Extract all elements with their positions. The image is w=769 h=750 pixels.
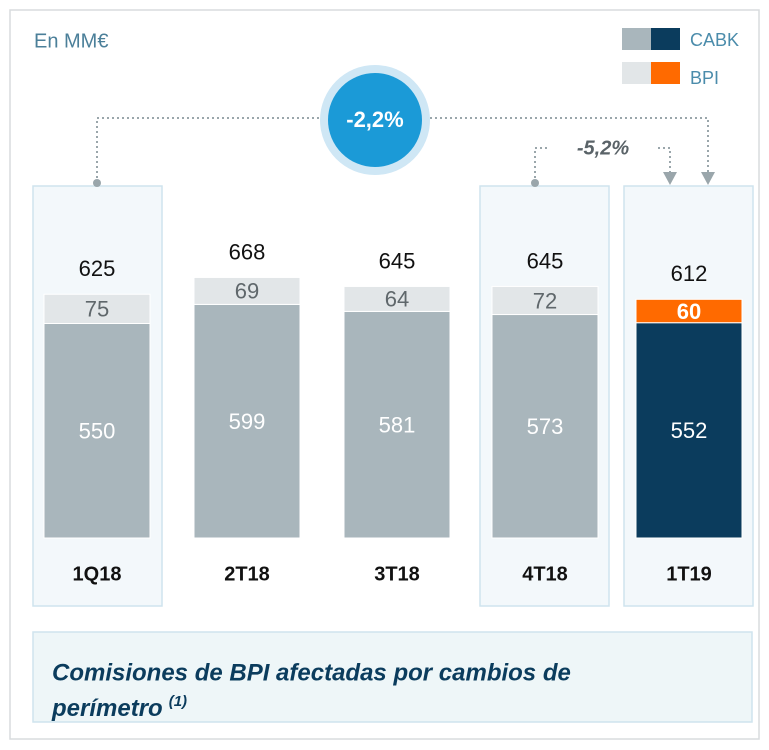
legend-swatch [622,28,651,50]
bar-segment [43,293,151,324]
legend-swatch [622,62,651,84]
value-label: 75 [85,297,109,322]
total-label: 645 [379,248,416,273]
value-label: 581 [379,413,416,438]
value-label: 72 [533,288,557,313]
value-label: 599 [229,409,266,434]
bar-segment [491,314,599,539]
bar-segment [635,322,743,539]
total-label: 645 [527,248,564,273]
footnote-box [32,631,753,723]
bar-segment [343,310,451,539]
value-label: 60 [677,299,701,324]
value-label: 573 [527,414,564,439]
value-label: 550 [79,419,116,444]
legend-swatch [651,62,680,84]
bar-segment [635,298,743,324]
x-tick-label: 2T18 [224,563,270,585]
value-label: 64 [385,287,409,312]
value-label: 69 [235,279,259,304]
footnote-ref: (1) [169,693,187,710]
x-tick-label: 4T18 [522,563,568,585]
unit-label: En MM€ [34,30,108,52]
legend-swatch [651,28,680,50]
legend-label: CABK [690,30,739,50]
connectors [96,117,709,183]
total-label: 612 [671,261,708,286]
footnote: Comisiones de BPI afectadas por cambios … [52,659,571,686]
annotation: -2,2% [346,107,403,132]
bar-segment [343,285,451,312]
total-label: 625 [79,256,116,281]
badge [328,73,422,167]
bar-segment [491,285,599,316]
total-label: 668 [229,239,266,264]
footnote-line: perímetro [51,695,163,722]
x-tick-label: 3T18 [374,563,420,585]
value-label: 552 [671,418,708,443]
x-tick-label: 1T19 [666,563,712,585]
annotation: -5,2% [577,137,629,159]
arrows [93,172,715,187]
legend-label: BPI [690,68,719,88]
bar-segment [193,276,301,305]
bar-segment [43,323,151,539]
bar-segment [193,303,301,539]
x-tick-label: 1Q18 [73,563,122,585]
footnote: perímetro (1) [51,693,187,722]
